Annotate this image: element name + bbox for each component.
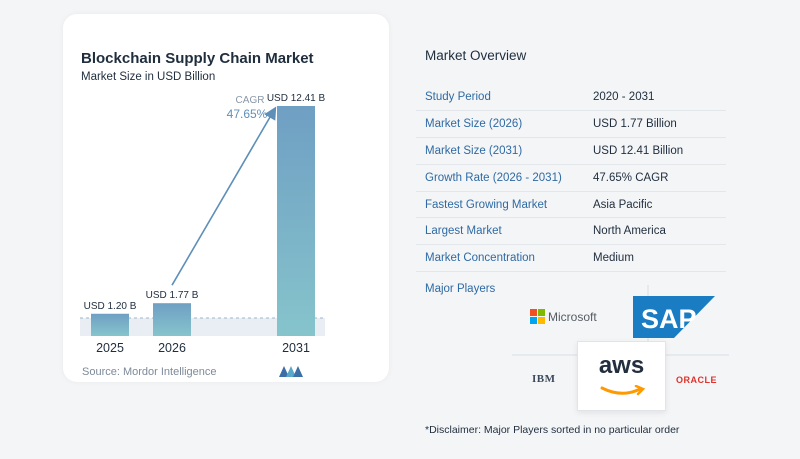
cagr-value: 47.65%	[226, 107, 268, 121]
chart-title: Blockchain Supply Chain Market	[81, 50, 314, 67]
overview-value: Asia Pacific	[593, 198, 653, 211]
overview-row: Market Size (2031) USD 12.41 Billion	[416, 138, 726, 165]
microsoft-name: Microsoft	[548, 310, 597, 324]
overview-key: Fastest Growing Market	[425, 198, 548, 211]
bar-2025	[91, 313, 129, 336]
overview-value: USD 12.41 Billion	[593, 144, 684, 157]
mordor-intelligence-logo-icon	[279, 366, 303, 377]
data-label-2026: USD 1.77 B	[146, 290, 199, 301]
data-label-2031: USD 12.41 B	[267, 93, 326, 104]
oracle-name: ORACLE	[676, 375, 717, 385]
cagr-label: CAGR	[235, 95, 265, 106]
bar-2026	[153, 303, 191, 336]
overview-value: Medium	[593, 252, 634, 265]
x-tick-2025: 2025	[96, 341, 124, 355]
sap-name: SAP	[641, 304, 697, 334]
aws-smile-icon	[600, 385, 646, 396]
overview-key: Study Period	[425, 91, 491, 104]
overview-value: 47.65% CAGR	[593, 171, 669, 184]
data-label-2025: USD 1.20 B	[84, 301, 137, 312]
chart-subtitle: Market Size in USD Billion	[81, 71, 216, 83]
overview-key: Growth Rate (2026 - 2031)	[425, 171, 562, 184]
sap-logo-icon: SAP	[633, 296, 715, 338]
overview-row: Market Concentration Medium	[416, 245, 726, 272]
overview-row: Study Period 2020 - 2031	[416, 84, 726, 111]
disclaimer-text: *Disclaimer: Major Players sorted in no …	[425, 424, 680, 436]
overview-value: 2020 - 2031	[593, 91, 655, 104]
source-text: Source: Mordor Intelligence	[82, 366, 217, 378]
aws-name: aws	[598, 352, 645, 379]
microsoft-logo-icon	[530, 309, 545, 324]
overview-table: Study Period 2020 - 2031 Market Size (2026…	[416, 84, 726, 272]
overview-key: Market Concentration	[425, 252, 535, 265]
major-players-label: Major Players	[425, 283, 496, 295]
baseline-band	[80, 318, 325, 336]
overview-key: Market Size (2026)	[425, 118, 523, 131]
overview-row: Market Size (2026) USD 1.77 Billion	[416, 111, 726, 138]
overview-row: Fastest Growing Market Asia Pacific	[416, 191, 726, 218]
overview-row: Growth Rate (2026 - 2031) 47.65% CAGR	[416, 164, 726, 192]
overview-row: Largest Market North America	[416, 218, 726, 245]
overview-title: Market Overview	[425, 48, 527, 63]
overview-key: Market Size (2031)	[425, 144, 523, 157]
aws-logo-box: aws	[577, 341, 666, 411]
cagr-arrow	[171, 106, 277, 286]
overview-value: USD 1.77 Billion	[593, 118, 677, 131]
overview-key: Largest Market	[425, 225, 502, 238]
overview-value: North America	[593, 225, 666, 238]
x-tick-2031: 2031	[282, 341, 310, 355]
x-tick-2026: 2026	[158, 341, 186, 355]
bar-2031	[277, 106, 315, 336]
ibm-name: IBM	[532, 373, 556, 385]
